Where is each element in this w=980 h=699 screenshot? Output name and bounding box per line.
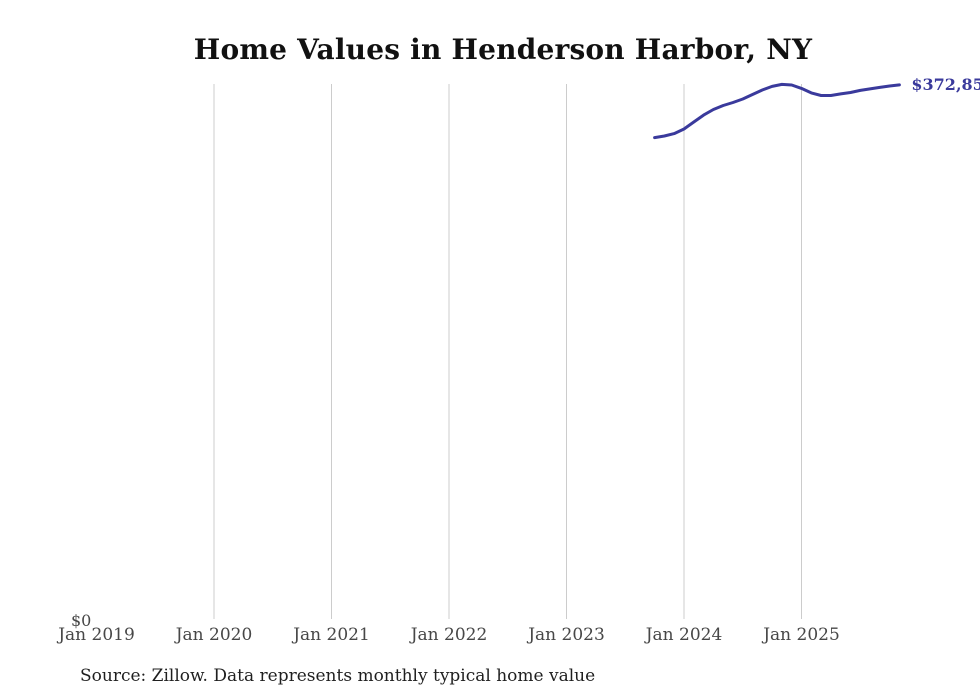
value-end-label: $372,853 xyxy=(911,75,980,95)
x-tick-label: Jan 2020 xyxy=(175,625,253,645)
value-line xyxy=(653,82,901,140)
y-tick-label-zero: $0 xyxy=(71,611,92,630)
gridlines xyxy=(213,84,802,619)
x-tick-label: Jan 2022 xyxy=(410,625,488,645)
source-note: Source: Zillow. Data represents monthly … xyxy=(80,666,596,686)
x-tick-label: Jan 2019 xyxy=(58,625,135,645)
x-axis-labels: Jan 2019 Jan 2020 Jan 2021 Jan 2022 Jan 2023… xyxy=(0,626,980,648)
x-tick-label: Jan 2021 xyxy=(293,625,370,645)
chart-title: Home Values in Henderson Harbor, NY xyxy=(193,33,813,66)
x-tick-label: Jan 2024 xyxy=(645,625,723,645)
x-tick-label: Jan 2023 xyxy=(528,625,605,645)
x-tick-label: Jan 2025 xyxy=(763,625,840,645)
